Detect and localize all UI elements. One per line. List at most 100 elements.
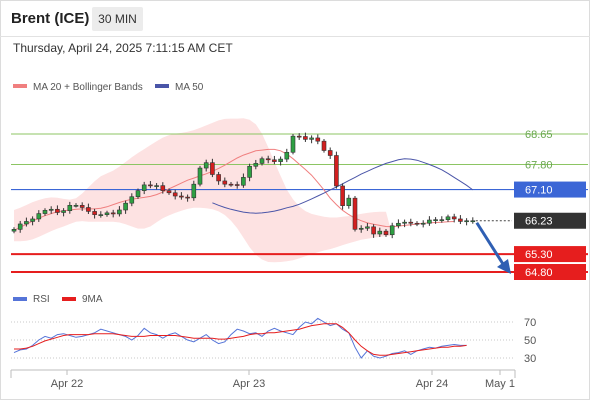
bull-candle-body bbox=[358, 227, 364, 230]
candle bbox=[61, 208, 66, 217]
rsi-legend-label: RSI bbox=[33, 294, 50, 305]
candle bbox=[141, 181, 147, 195]
candle bbox=[315, 134, 321, 145]
candle bbox=[265, 155, 271, 164]
ma50-legend-swatch bbox=[155, 84, 169, 88]
bull-candle-body bbox=[197, 167, 203, 185]
bull-candle-body bbox=[11, 229, 17, 232]
candle bbox=[358, 225, 364, 233]
support-level-label-4: 64.80 bbox=[525, 267, 553, 279]
candle bbox=[222, 177, 228, 188]
candle bbox=[160, 182, 166, 194]
rsi-tick-30: 30 bbox=[524, 353, 536, 365]
bull-candle-body bbox=[104, 212, 110, 215]
candle bbox=[11, 227, 17, 234]
bear-candle-body bbox=[55, 208, 60, 213]
bull-candle-body bbox=[284, 151, 290, 160]
candle bbox=[327, 147, 333, 159]
candle bbox=[179, 192, 184, 200]
bear-candle-body bbox=[383, 230, 389, 236]
candle bbox=[247, 163, 252, 182]
bear-candle-body bbox=[340, 185, 345, 206]
bull-candle-body bbox=[123, 202, 128, 211]
current-price-label: 66.23 bbox=[525, 216, 553, 228]
bull-candle-body bbox=[98, 214, 104, 216]
candle bbox=[272, 155, 277, 165]
support-level-label-3: 65.30 bbox=[525, 249, 553, 261]
resistance-level-label-0: 68.65 bbox=[525, 129, 553, 141]
bear-candle-body bbox=[92, 211, 97, 215]
timeframe-button[interactable]: 30 MIN bbox=[92, 7, 143, 31]
candle bbox=[185, 194, 190, 202]
bull-candle-body bbox=[253, 163, 259, 167]
bull-candle-body bbox=[48, 208, 54, 211]
candle bbox=[253, 159, 259, 170]
candle bbox=[396, 219, 401, 229]
bull-candle-body bbox=[141, 184, 147, 191]
candle bbox=[216, 171, 221, 185]
bull-candle-body bbox=[30, 218, 35, 222]
candle bbox=[135, 188, 141, 199]
bear-candle-body bbox=[408, 221, 414, 224]
forecast-arrow-shaft bbox=[475, 221, 505, 265]
candle bbox=[458, 215, 463, 225]
bear-candle-body bbox=[185, 196, 190, 199]
bull-candle-body bbox=[365, 226, 370, 229]
candle bbox=[92, 208, 97, 219]
x-tick-label-1: Apr 23 bbox=[233, 378, 265, 390]
candle bbox=[210, 158, 215, 178]
candle bbox=[79, 202, 85, 211]
bull-candle-body bbox=[445, 216, 451, 220]
bollinger-band-area bbox=[14, 118, 393, 263]
candle bbox=[67, 201, 73, 214]
candle bbox=[172, 189, 178, 200]
candle bbox=[470, 217, 476, 224]
bull-candle-body bbox=[470, 220, 476, 223]
bull-candle-body bbox=[290, 135, 296, 153]
candle bbox=[383, 228, 389, 237]
candle bbox=[191, 180, 197, 201]
bull-candle-body bbox=[389, 225, 395, 236]
candle bbox=[24, 217, 29, 227]
bull-candle-body bbox=[396, 222, 401, 227]
x-tick-label-2: Apr 24 bbox=[416, 378, 448, 390]
bull-candle-body bbox=[67, 205, 73, 212]
bear-candle-body bbox=[315, 137, 321, 142]
rsi-ma-legend-swatch bbox=[62, 297, 76, 301]
bull-candle-body bbox=[439, 219, 445, 221]
rsi-line bbox=[13, 317, 467, 359]
bear-candle-body bbox=[160, 185, 166, 191]
candle bbox=[445, 214, 451, 222]
current-price-tag bbox=[514, 212, 586, 229]
candle bbox=[148, 181, 153, 189]
bear-candle-body bbox=[179, 195, 184, 198]
bull-candle-body bbox=[241, 177, 246, 186]
candle bbox=[365, 222, 370, 231]
candle bbox=[17, 220, 23, 233]
rsi-tick-70: 70 bbox=[524, 317, 536, 329]
bear-candle-body bbox=[458, 218, 463, 222]
bull-candle-body bbox=[61, 210, 66, 213]
bollinger-bands bbox=[14, 118, 393, 263]
bull-candle-body bbox=[377, 230, 383, 235]
bull-candle-body bbox=[117, 209, 122, 215]
candle bbox=[98, 211, 104, 218]
candle bbox=[110, 209, 116, 218]
chart-datetime: Thursday, April 24, 2025 7:11:15 AM CET bbox=[13, 41, 233, 55]
candle bbox=[197, 165, 203, 187]
rsi-legend: RSI 9MA bbox=[13, 294, 103, 305]
x-axis: Apr 22 Apr 23 Apr 24 May 1 bbox=[10, 369, 516, 390]
candle bbox=[129, 193, 135, 207]
bull-candle-body bbox=[73, 205, 79, 207]
bear-candle-body bbox=[265, 158, 271, 161]
rsi-tick-50: 50 bbox=[524, 335, 536, 347]
candle bbox=[30, 216, 35, 226]
bull-candle-body bbox=[42, 210, 48, 214]
candle bbox=[433, 217, 438, 224]
bull-candle-body bbox=[427, 219, 432, 224]
rsi-ma-legend-label: 9MA bbox=[82, 294, 103, 305]
candle bbox=[259, 156, 265, 166]
candle bbox=[371, 224, 376, 238]
bear-candle-body bbox=[86, 207, 91, 212]
